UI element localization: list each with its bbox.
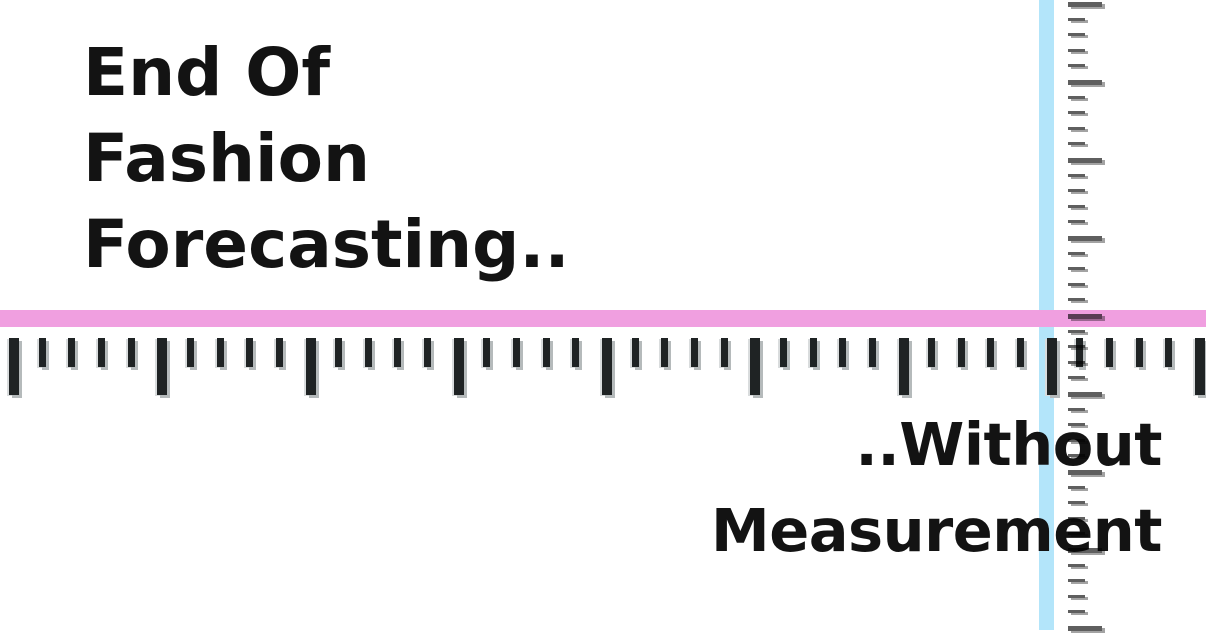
headline-line-1: End Of <box>83 34 331 111</box>
hruler-minor-tick <box>572 338 580 367</box>
hruler-major-tick <box>602 338 612 395</box>
vruler-minor-dash <box>1068 345 1085 349</box>
vruler-minor-dash <box>1068 64 1085 68</box>
headline-line-2: Fashion <box>83 120 370 197</box>
hruler-minor-tick <box>809 338 817 367</box>
hruler-minor-tick <box>424 338 432 367</box>
hruler-major-tick <box>9 338 19 395</box>
hruler-minor-tick <box>483 338 491 367</box>
hruler-minor-tick <box>690 338 698 367</box>
hruler-minor-tick <box>186 338 194 367</box>
caption-line-2: Measurement <box>711 496 1162 565</box>
hruler-minor-tick <box>1135 338 1143 367</box>
hruler-major-tick <box>157 338 168 395</box>
hruler-minor-tick <box>38 338 46 367</box>
headline-line-3: Forecasting.. <box>83 206 570 283</box>
vruler-minor-dash <box>1068 111 1085 115</box>
vruler-minor-dash <box>1068 189 1085 193</box>
vruler-minor-dash <box>1068 594 1085 598</box>
hruler-minor-tick <box>868 338 876 367</box>
vruler-minor-dash <box>1068 610 1085 614</box>
headline: End Of Fashion Forecasting.. <box>83 30 570 288</box>
hruler-minor-tick <box>987 338 995 367</box>
vruler-major-dash <box>1068 626 1102 631</box>
hruler-major-tick <box>1195 338 1205 395</box>
hruler-minor-tick <box>216 338 224 367</box>
hruler-minor-tick <box>246 338 254 367</box>
hruler-minor-tick <box>779 338 787 367</box>
hruler-major-tick <box>750 338 761 395</box>
vruler-minor-dash <box>1068 282 1085 286</box>
hruler-minor-tick <box>513 338 521 367</box>
hruler-minor-tick <box>97 338 105 367</box>
hruler-minor-tick <box>1076 338 1084 367</box>
vruler-minor-dash <box>1068 220 1085 224</box>
hruler-minor-tick <box>1017 338 1025 367</box>
vruler-minor-dash <box>1068 579 1085 583</box>
hruler-minor-tick <box>335 338 343 367</box>
vruler-minor-dash <box>1068 298 1085 302</box>
hruler-minor-tick <box>631 338 639 367</box>
vruler-minor-dash <box>1068 267 1085 271</box>
caption-line-1: ..Without <box>855 410 1162 479</box>
vruler-minor-dash <box>1068 329 1085 333</box>
hruler-minor-tick <box>542 338 550 367</box>
vruler-minor-dash <box>1068 33 1085 37</box>
hruler-minor-tick <box>364 338 372 367</box>
hruler-minor-tick <box>394 338 402 367</box>
hruler-major-tick <box>453 338 464 395</box>
hruler-minor-tick <box>1106 338 1114 367</box>
hruler-minor-tick <box>127 338 135 367</box>
hruler-minor-tick <box>1165 338 1173 367</box>
hruler-minor-tick <box>720 338 728 367</box>
vruler-minor-dash <box>1068 376 1085 380</box>
hruler-minor-tick <box>957 338 965 367</box>
pink-horizontal-bar <box>0 310 1206 327</box>
vruler-minor-dash <box>1068 48 1085 52</box>
hruler-major-tick <box>305 338 316 395</box>
vruler-minor-dash <box>1068 360 1085 364</box>
vruler-major-dash <box>1068 236 1102 241</box>
hruler-minor-tick <box>839 338 847 367</box>
vruler-major-dash <box>1068 80 1102 85</box>
vruler-major-dash <box>1068 158 1102 163</box>
hruler-minor-tick <box>928 338 936 367</box>
vruler-major-dash <box>1068 2 1102 7</box>
vruler-minor-dash <box>1068 251 1085 255</box>
hruler-minor-tick <box>68 338 76 367</box>
vruler-minor-dash <box>1068 95 1085 99</box>
hruler-major-tick <box>898 338 909 395</box>
vruler-minor-dash <box>1068 173 1085 177</box>
vruler-minor-dash <box>1068 204 1085 208</box>
vruler-minor-dash <box>1068 17 1085 21</box>
vruler-minor-dash <box>1068 142 1085 146</box>
vruler-minor-dash <box>1068 126 1085 130</box>
vruler-major-dash <box>1068 392 1102 397</box>
hruler-minor-tick <box>661 338 669 367</box>
caption: ..Without Measurement <box>711 402 1162 574</box>
hruler-minor-tick <box>275 338 283 367</box>
